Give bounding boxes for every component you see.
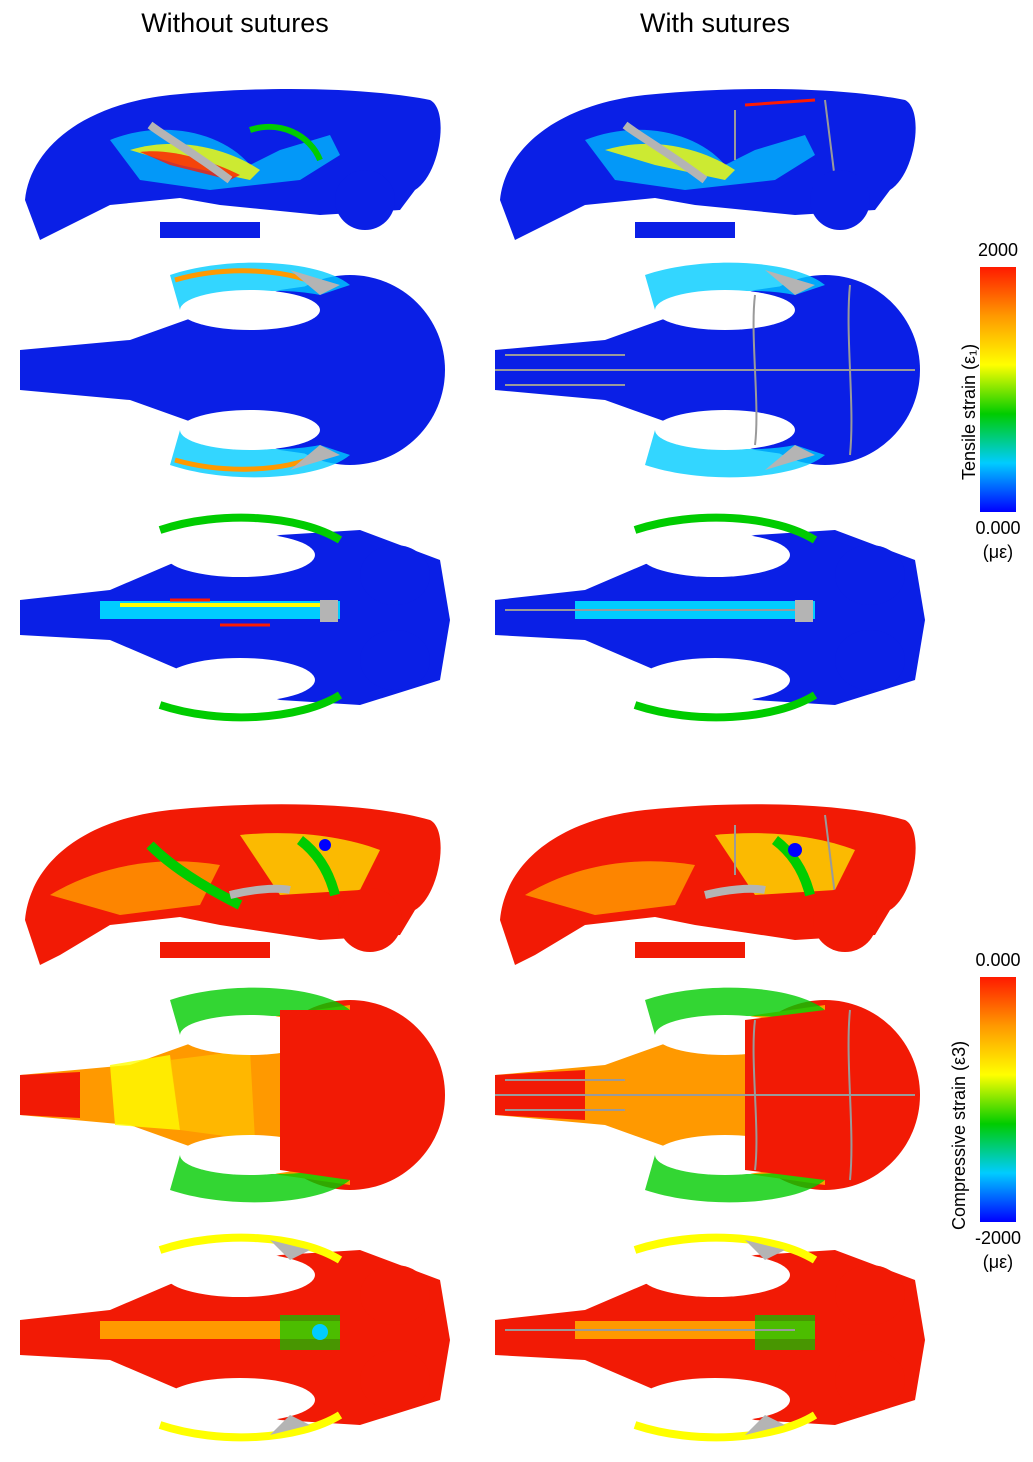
skull-image: [500, 88, 916, 240]
tensile-colorbar: [980, 267, 1016, 512]
tensile-scale-min-label: 0.000: [975, 518, 1021, 538]
column-title-without-sutures: Without sutures: [141, 8, 329, 38]
panel-compressive-dorsal-without-sutures: [20, 980, 450, 1210]
skull-image: [20, 987, 445, 1203]
skull-image: [20, 1233, 450, 1442]
compressive-scale-max-label: 0.000: [975, 950, 1021, 970]
panel-tensile-ventral-without-sutures: [20, 500, 450, 730]
skull-image: [25, 88, 441, 240]
skull-image: [495, 262, 920, 478]
skull-image: [500, 804, 916, 965]
panel-tensile-lateral-with-sutures: [495, 80, 925, 245]
panel-tensile-dorsal-with-sutures: [495, 255, 925, 485]
panel-compressive-lateral-without-sutures: [20, 795, 450, 970]
panel-compressive-dorsal-with-sutures: [495, 980, 925, 1210]
panel-compressive-lateral-with-sutures: [495, 795, 925, 970]
compressive-color-scale: 0.000 Compressive strain (ε3) -2000 (με): [945, 950, 1033, 1290]
skull-image: [495, 513, 925, 722]
panel-compressive-ventral-without-sutures: [20, 1220, 450, 1450]
compressive-scale-title: Compressive strain (ε3): [949, 1040, 969, 1230]
tensile-color-scale: 2000 Tensile strain (ε₁) 0.000 (με): [945, 240, 1033, 570]
tensile-scale-max-label: 2000: [977, 240, 1019, 260]
compressive-colorbar: [980, 977, 1016, 1222]
compressive-scale-unit: (με): [982, 1252, 1014, 1272]
skull-image: [495, 987, 920, 1203]
tensile-scale-title: Tensile strain (ε₁): [959, 343, 979, 480]
panel-compressive-ventral-with-sutures: [495, 1220, 925, 1450]
panel-tensile-ventral-with-sutures: [495, 500, 925, 730]
tensile-scale-unit: (με): [982, 542, 1014, 562]
compressive-scale-min-label: -2000: [974, 1228, 1022, 1248]
panel-tensile-dorsal-without-sutures: [20, 255, 450, 485]
skull-image: [20, 262, 445, 478]
skull-image: [495, 1233, 925, 1442]
skull-image: [20, 513, 450, 722]
panel-tensile-lateral-without-sutures: [20, 80, 450, 245]
skull-image: [25, 804, 441, 965]
column-title-with-sutures: With sutures: [639, 8, 791, 38]
